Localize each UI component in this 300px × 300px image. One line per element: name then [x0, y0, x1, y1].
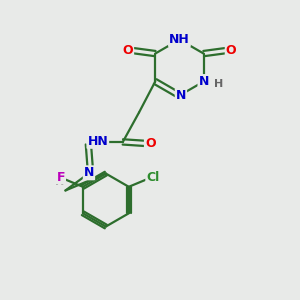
Text: N: N [84, 166, 94, 179]
Text: O: O [122, 44, 133, 57]
Text: N: N [199, 75, 209, 88]
Text: HN: HN [87, 135, 108, 148]
Text: O: O [145, 137, 155, 150]
Text: N: N [176, 89, 186, 102]
Text: H: H [214, 79, 224, 89]
Text: F: F [57, 171, 65, 184]
Text: NH: NH [169, 33, 190, 46]
Text: Cl: Cl [146, 172, 160, 184]
Text: O: O [226, 44, 236, 57]
Text: H: H [56, 177, 65, 187]
